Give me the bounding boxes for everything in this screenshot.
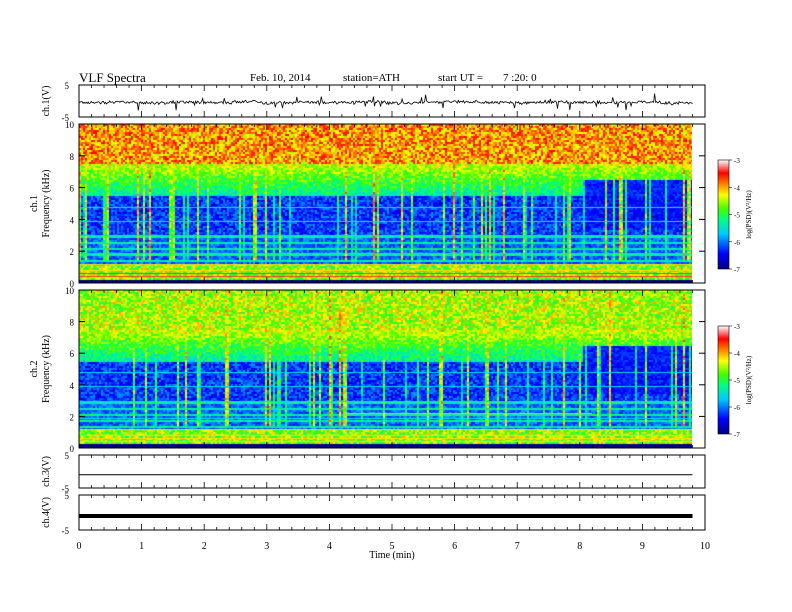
y-tick-label: 8 bbox=[70, 318, 75, 328]
channel-label: ch.1 bbox=[29, 195, 40, 212]
colorbar-tick-label: -6 bbox=[734, 404, 740, 412]
colorbar bbox=[717, 159, 730, 270]
x-tick-label: 8 bbox=[577, 541, 582, 552]
x-tick-label: 2 bbox=[202, 541, 207, 552]
x-tick-label: 1 bbox=[139, 541, 144, 552]
channel-label: ch.1(V) bbox=[41, 86, 52, 117]
start-ut-value: 7 :20: 0 bbox=[503, 72, 537, 84]
y-tick-label: 5 bbox=[65, 81, 70, 91]
colorbar-tick-label: -6 bbox=[734, 239, 740, 247]
colorbar-label: log(PSD)(V²/Hz) bbox=[745, 190, 753, 239]
y-axis-title: Frequency (kHz) bbox=[41, 169, 52, 237]
colorbar bbox=[717, 325, 730, 435]
channel-label: ch.4(V) bbox=[41, 497, 52, 528]
y-tick-label: 2 bbox=[70, 412, 75, 422]
x-tick-label: 10 bbox=[700, 541, 710, 552]
y-tick-label: 5 bbox=[65, 491, 70, 501]
colorbar-tick-label: -5 bbox=[734, 212, 740, 220]
x-tick-label: 4 bbox=[327, 541, 332, 552]
y-tick-label: 6 bbox=[70, 349, 75, 359]
x-tick-label: 5 bbox=[390, 541, 395, 552]
start-ut-label: start UT = bbox=[438, 72, 484, 84]
chart-title: VLF Spectra bbox=[79, 70, 146, 85]
y-tick-label: 4 bbox=[70, 215, 75, 225]
ch1-waveform-line bbox=[78, 93, 693, 111]
colorbar-label: log(PSD)(V²/Hz) bbox=[745, 355, 753, 404]
channel-label: ch.3(V) bbox=[41, 456, 52, 487]
y-axis-title: Frequency (kHz) bbox=[41, 335, 52, 403]
colorbar-tick-label: -3 bbox=[734, 157, 740, 165]
spectrogram-2 bbox=[79, 290, 692, 448]
colorbar-tick-label: -3 bbox=[734, 323, 740, 331]
x-tick-label: 6 bbox=[452, 541, 457, 552]
x-tick-label: 0 bbox=[77, 541, 82, 552]
y-tick-label: 10 bbox=[65, 286, 75, 296]
y-tick-label: 2 bbox=[70, 247, 75, 257]
x-tick-label: 9 bbox=[640, 541, 645, 552]
colorbar-tick-label: -5 bbox=[734, 377, 740, 385]
y-tick-label: 0 bbox=[70, 444, 75, 454]
y-tick-label: 0 bbox=[70, 279, 75, 289]
y-tick-label: 5 bbox=[65, 451, 70, 461]
colorbar-tick-label: -4 bbox=[734, 350, 740, 358]
spectrogram-1 bbox=[79, 124, 692, 283]
colorbar-tick-label: -4 bbox=[734, 184, 740, 192]
y-tick-label: -5 bbox=[62, 484, 70, 494]
x-tick-label: 3 bbox=[264, 541, 269, 552]
y-tick-label: 8 bbox=[70, 152, 75, 162]
x-tick-label: 7 bbox=[515, 541, 520, 552]
y-tick-label: -5 bbox=[62, 113, 70, 123]
channel-label: ch.2 bbox=[29, 361, 40, 378]
y-tick-label: 10 bbox=[65, 120, 75, 130]
y-tick-label: 4 bbox=[70, 381, 75, 391]
y-tick-label: 6 bbox=[70, 184, 75, 194]
date-label: Feb. 10, 2014 bbox=[250, 72, 311, 84]
x-axis-title: Time (min) bbox=[369, 550, 414, 561]
y-tick-label: -5 bbox=[62, 526, 70, 536]
colorbar-tick-label: -7 bbox=[734, 266, 740, 274]
colorbar-tick-label: -7 bbox=[734, 431, 740, 439]
station-label: station=ATH bbox=[343, 72, 400, 84]
